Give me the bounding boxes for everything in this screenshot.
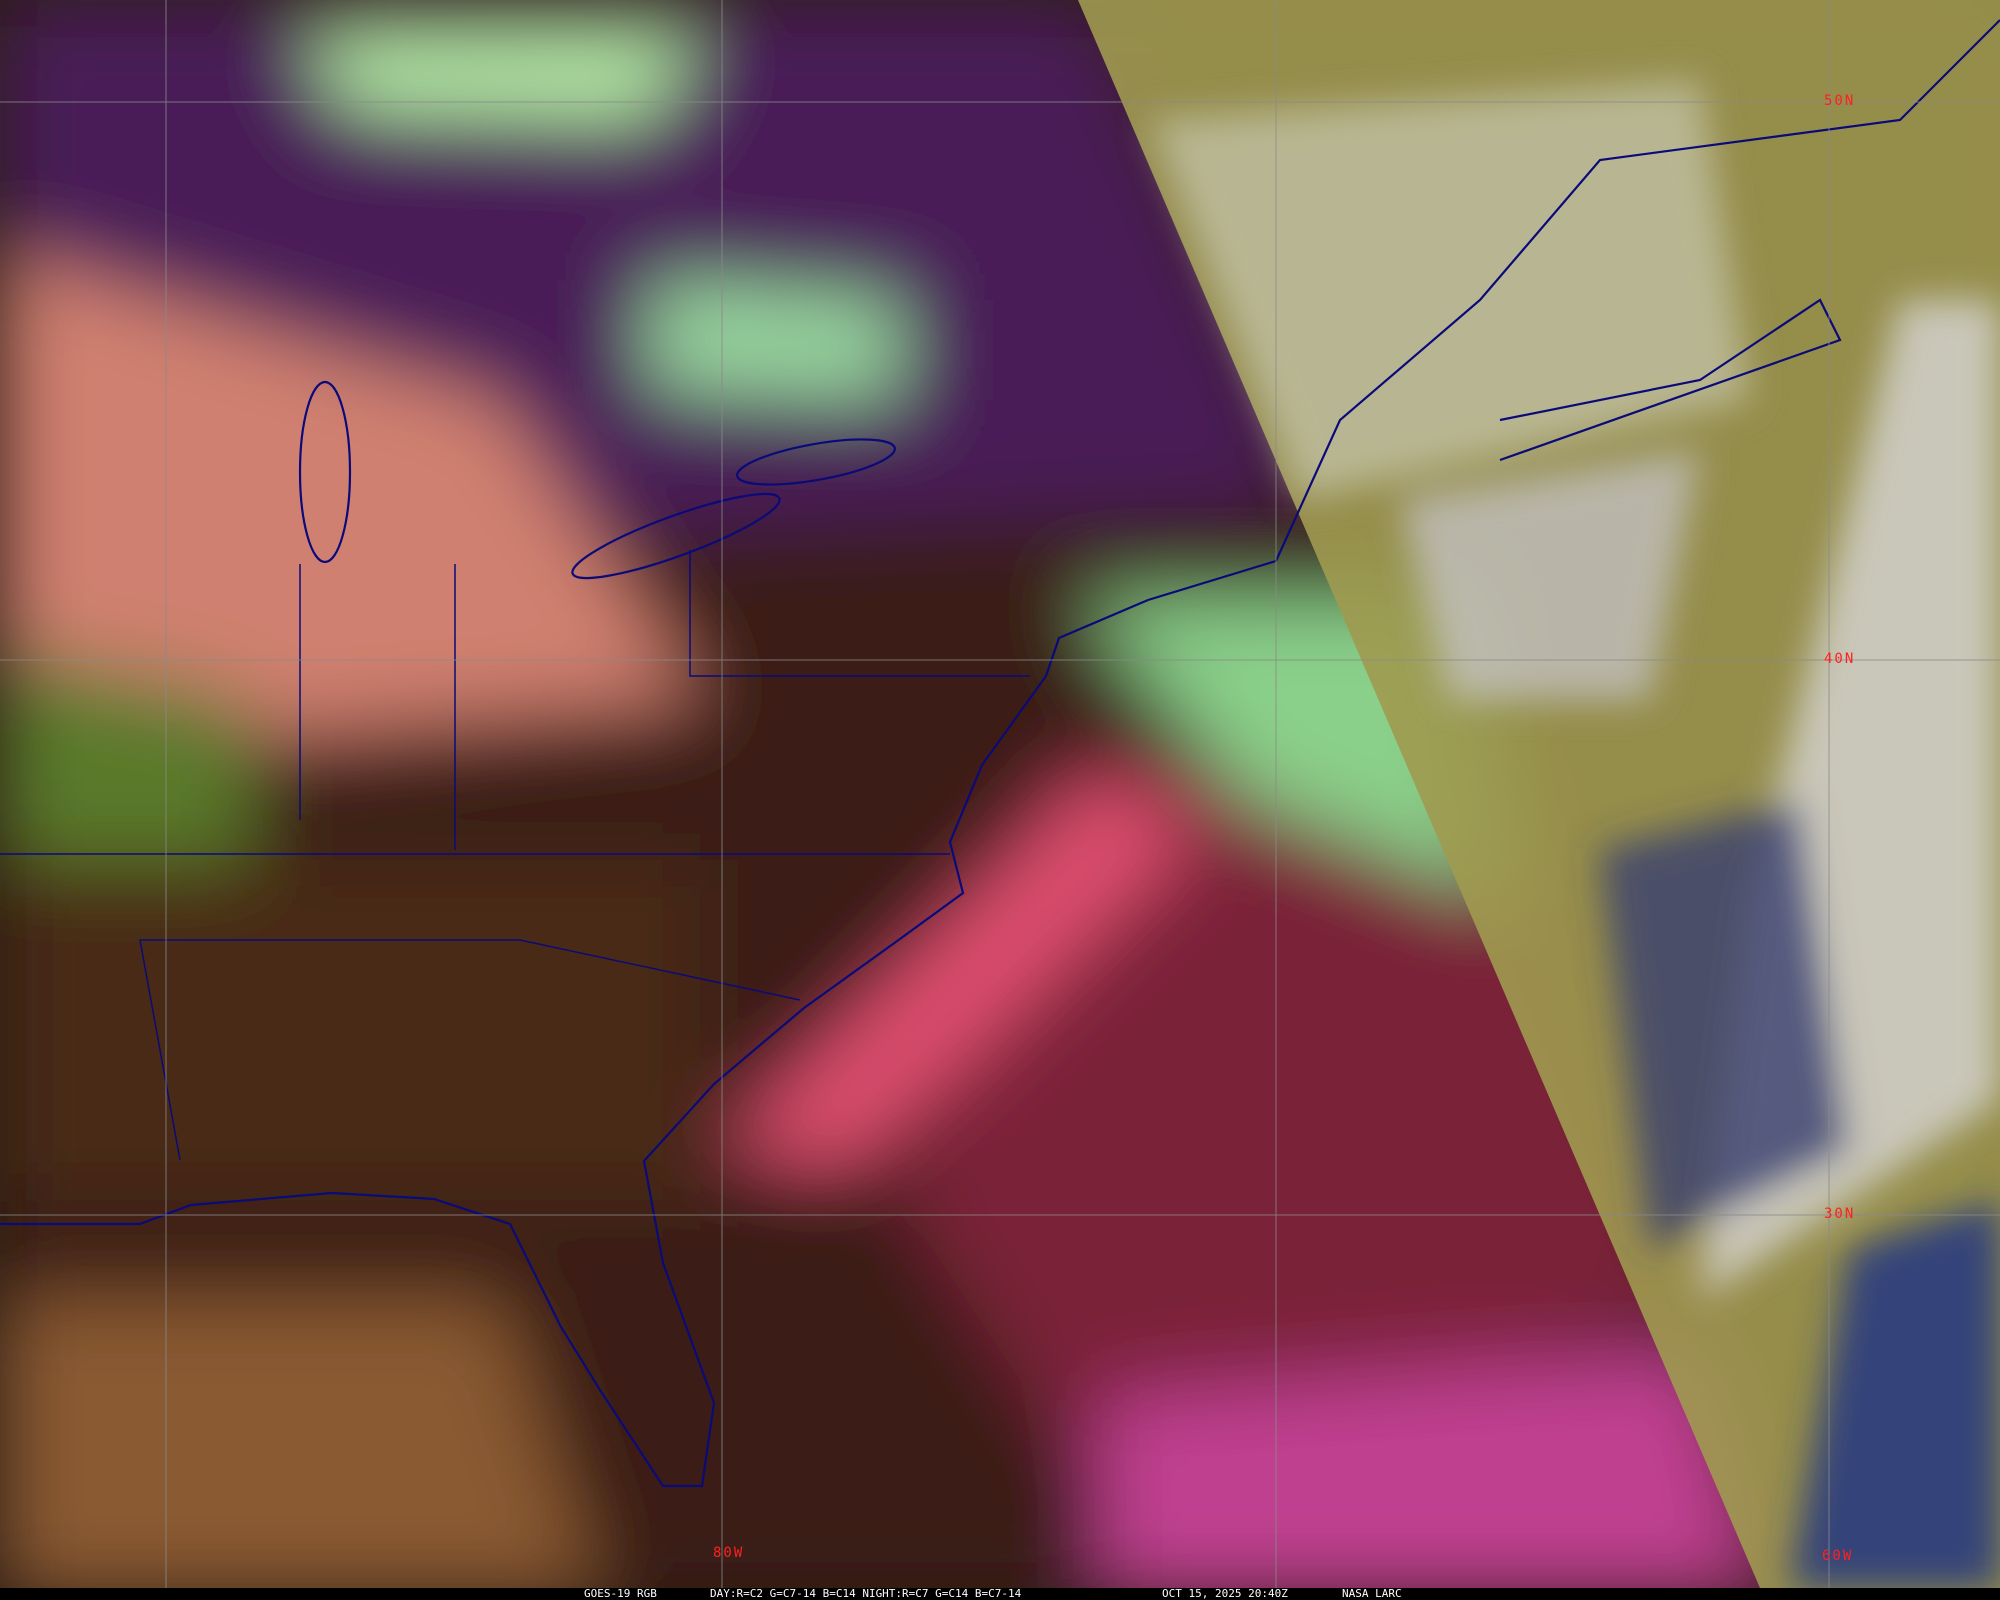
state-borders [0, 550, 1030, 1161]
caption-channels: DAY:R=C2 G=C7-14 B=C14 NIGHT:R=C7 G=C14 … [710, 1587, 1022, 1600]
caption-product: GOES-19 RGB [584, 1587, 657, 1600]
caption-credit: NASA LARC [1342, 1587, 1402, 1600]
lat-label-40n: 40N [1824, 651, 1856, 667]
lat-label-30n: 30N [1824, 1206, 1856, 1222]
lon-label-80w: 80W [713, 1545, 745, 1561]
coastlines [0, 19, 2000, 1488]
lon-label-60w: 60W [1822, 1548, 1854, 1564]
lat-label-50n: 50N [1824, 93, 1856, 109]
daylight-clouds [1150, 80, 2000, 1588]
caption-bar: GOES-19 RGB DAY:R=C2 G=C7-14 B=C14 NIGHT… [0, 1588, 2000, 1600]
caption-timestamp: OCT 15, 2025 20:40Z [1162, 1587, 1288, 1600]
